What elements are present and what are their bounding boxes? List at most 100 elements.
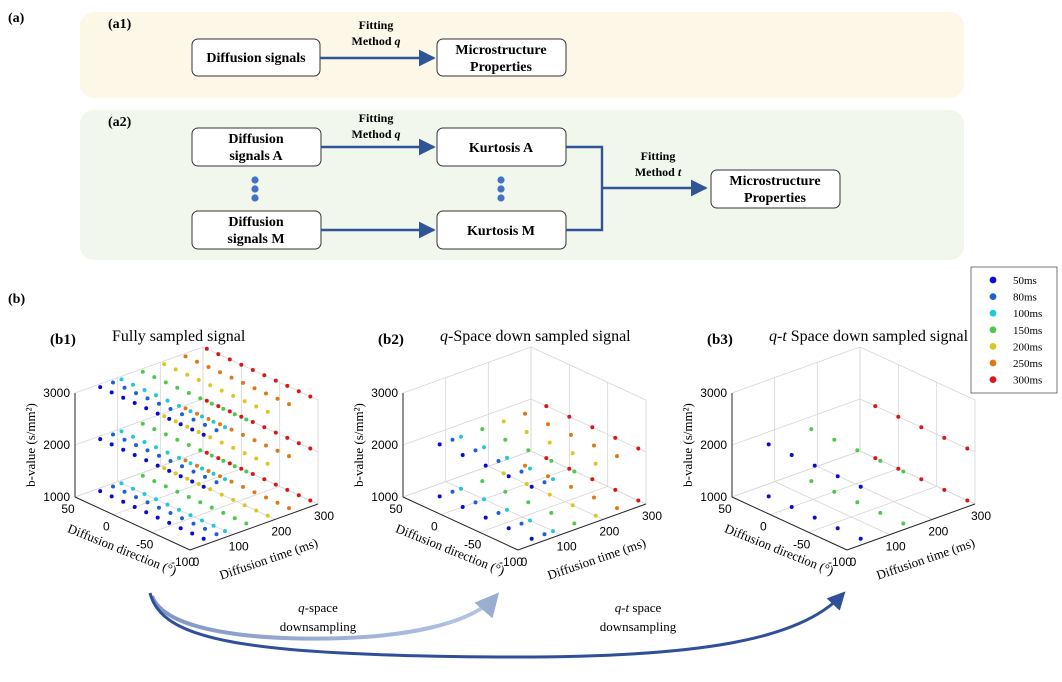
legend-marker [989,359,997,367]
data-point [167,468,172,473]
data-point [262,373,267,378]
data-point [167,416,172,421]
data-point [285,383,290,388]
data-point [200,414,204,419]
data-point [165,398,170,403]
data-point [615,506,619,511]
data-point [241,432,245,437]
data-point [142,440,147,444]
data-point [636,446,641,451]
data-point [109,442,114,447]
data-point [592,443,596,448]
data-point [296,441,301,446]
data-point [204,398,209,403]
data-point [119,481,124,486]
data-point [505,507,509,512]
data-point [208,383,213,388]
z-tick-label: 3000 [700,386,727,400]
panel-a-label: (a) [8,11,25,26]
data-point [965,446,970,451]
data-point [529,536,534,541]
data-point [285,435,290,440]
a2-fitting-t-connector [566,145,706,232]
data-point [203,526,207,531]
data-point [201,536,206,541]
data-point [190,531,195,536]
data-point [287,506,291,511]
a2-ellipsis-dot [497,194,505,202]
data-point [250,368,255,372]
data-point [264,443,268,448]
data-point [191,417,196,422]
legend-marker [989,376,997,383]
data-point [144,510,149,515]
data-point [157,505,161,510]
data-point [459,434,463,439]
data-point [450,437,455,442]
data-point [145,448,150,453]
data-point [942,435,947,440]
legend-marker [989,309,997,317]
data-point [155,515,160,520]
data-point [285,487,290,492]
plot-points [437,404,641,541]
data-point [142,492,147,496]
data-point [546,422,550,427]
data-point [200,466,204,471]
x-tick-label: 100 [229,540,249,554]
data-point [131,434,135,439]
legend-box [970,266,1058,394]
data-point [186,391,191,395]
legend-label: 250ms [1013,358,1042,370]
data-point [496,511,501,515]
z-tick-label: 2000 [700,438,727,452]
data-point [134,495,138,500]
legend-marker [989,276,997,284]
data-point [835,474,840,479]
z-tick-label: 1000 [371,490,398,504]
data-point [98,437,103,442]
data-point [265,409,270,414]
data-point [154,445,158,450]
data-point [183,354,188,359]
data-point [896,466,901,471]
panel-a1-label: (a1) [108,17,132,32]
data-point [185,476,190,481]
data-point [140,473,145,478]
data-point [98,385,103,390]
z-tick-label: 3000 [371,386,398,400]
data-point [482,445,486,450]
q-downsampling-label-2: downsampling [280,619,357,634]
y-axis-label: Diffusion direction (°) [66,521,179,578]
data-point [241,380,245,385]
data-point [227,409,232,414]
data-point [275,448,280,453]
data-point [252,438,257,443]
data-point [812,515,817,520]
y-tick-label: 0 [431,520,438,534]
data-point [244,521,249,526]
data-point [501,471,506,476]
data-point [190,479,195,484]
data-point [239,466,244,471]
data-point [195,359,199,364]
data-point [873,456,878,461]
data-point [287,402,291,407]
y-axis-label: Diffusion direction (°) [394,521,507,578]
data-point [242,451,247,456]
data-point [766,442,771,447]
data-point [254,456,259,461]
data-point [244,469,249,474]
data-point [526,448,531,453]
data-point [275,500,280,505]
data-point [264,495,268,500]
data-point [208,435,213,440]
data-point [613,487,618,492]
data-point [178,474,183,479]
data-point [162,414,167,419]
data-point [262,477,267,482]
data-point [809,427,814,432]
data-point [219,492,224,497]
plot-points [98,346,313,541]
data-point [482,497,486,502]
